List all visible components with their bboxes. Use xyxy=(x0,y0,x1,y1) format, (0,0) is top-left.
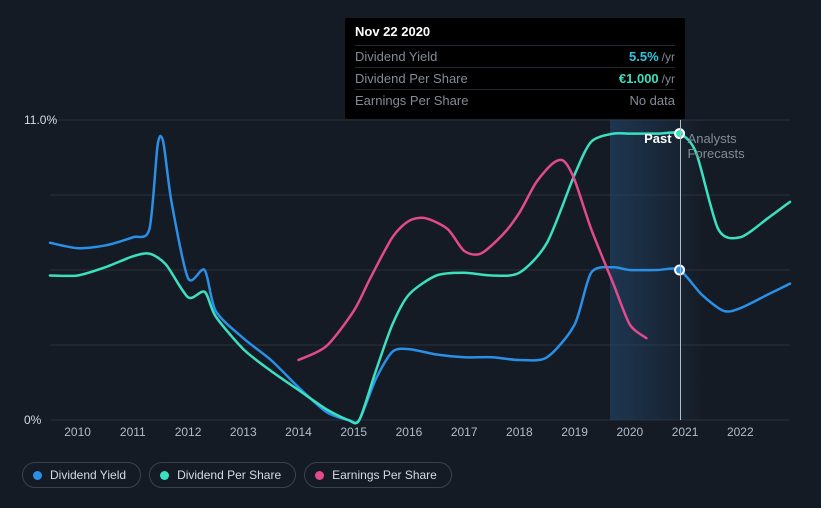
tooltip-metric-value: 5.5%/yr xyxy=(629,49,675,64)
tooltip-metric-value: No data xyxy=(629,93,675,108)
legend-swatch xyxy=(315,471,324,480)
x-tick-label: 2015 xyxy=(340,425,367,439)
legend-swatch xyxy=(33,471,42,480)
x-tick-label: 2012 xyxy=(175,425,202,439)
legend-label: Earnings Per Share xyxy=(332,468,437,482)
x-tick-label: 2019 xyxy=(561,425,588,439)
chart-tooltip: Nov 22 2020 Dividend Yield5.5%/yrDividen… xyxy=(345,18,685,119)
x-tick-label: 2013 xyxy=(230,425,257,439)
past-label: Past xyxy=(644,131,679,146)
legend-item[interactable]: Earnings Per Share xyxy=(304,462,452,488)
x-tick-label: 2020 xyxy=(616,425,643,439)
series-lines xyxy=(50,120,790,420)
legend-label: Dividend Yield xyxy=(50,468,126,482)
x-tick-label: 2022 xyxy=(727,425,754,439)
x-tick-label: 2011 xyxy=(120,425,146,439)
tooltip-metric-value: €1.000/yr xyxy=(619,71,675,86)
x-tick-label: 2018 xyxy=(506,425,533,439)
tooltip-date: Nov 22 2020 xyxy=(355,24,675,45)
plot-area[interactable]: PastAnalysts Forecasts xyxy=(50,120,790,420)
legend-swatch xyxy=(160,471,169,480)
legend-item[interactable]: Dividend Per Share xyxy=(149,462,296,488)
x-tick-label: 2010 xyxy=(64,425,91,439)
x-tick-label: 2021 xyxy=(672,425,699,439)
y-tick-label: 11.0% xyxy=(24,113,57,127)
y-tick-label: 0% xyxy=(24,413,41,427)
forecast-label: Analysts Forecasts xyxy=(680,131,790,161)
tooltip-row: Dividend Per Share €1.000/yr xyxy=(355,67,675,89)
tooltip-metric-label: Dividend Yield xyxy=(355,49,437,64)
x-tick-label: 2014 xyxy=(285,425,312,439)
tooltip-row: Earnings Per Share No data xyxy=(355,89,675,111)
legend-item[interactable]: Dividend Yield xyxy=(22,462,141,488)
tooltip-row: Dividend Yield 5.5%/yr xyxy=(355,45,675,67)
legend-label: Dividend Per Share xyxy=(177,468,281,482)
x-tick-label: 2017 xyxy=(451,425,478,439)
chart-legend: Dividend Yield Dividend Per Share Earnings… xyxy=(22,462,452,488)
tooltip-metric-label: Dividend Per Share xyxy=(355,71,468,86)
tooltip-metric-label: Earnings Per Share xyxy=(355,93,468,108)
x-tick-label: 2016 xyxy=(396,425,423,439)
